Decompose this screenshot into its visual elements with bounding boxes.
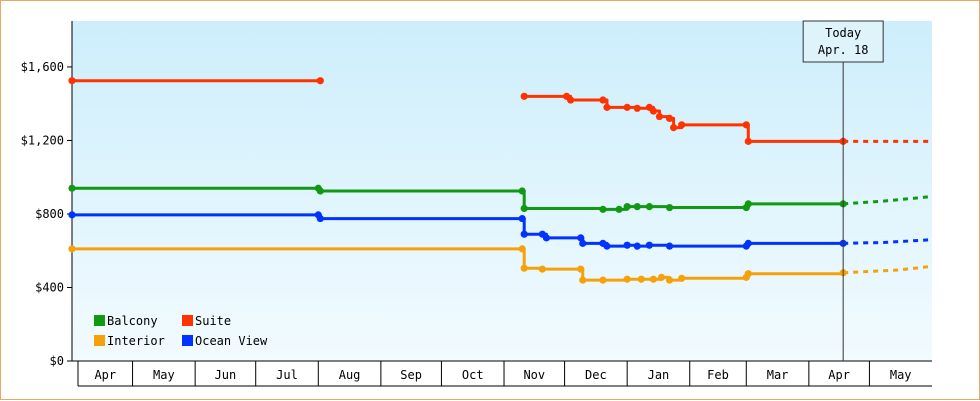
data-point-suite <box>68 77 76 85</box>
data-point-interior <box>68 245 76 253</box>
legend-swatch-suite <box>182 315 193 326</box>
month-label: Jun <box>215 368 237 382</box>
y-tick-label: $0 <box>50 354 64 368</box>
data-point-suite <box>633 104 641 112</box>
data-point-balcony <box>744 200 752 208</box>
month-label: Apr <box>94 368 116 382</box>
data-point-balcony <box>68 184 76 192</box>
legend-swatch-balcony <box>94 315 105 326</box>
data-point-ocean-view <box>316 214 324 223</box>
data-point-balcony <box>316 187 324 195</box>
y-tick-label: $1,200 <box>21 133 64 147</box>
data-point-ocean-view <box>603 242 611 250</box>
data-point-balcony <box>599 205 607 213</box>
data-point-ocean-view <box>542 234 551 242</box>
series-suite <box>68 77 932 145</box>
data-point-balcony <box>645 203 653 211</box>
month-label: Jan <box>648 368 670 382</box>
legend-swatch-ocean-view <box>182 335 193 346</box>
month-label: Mar <box>767 368 789 382</box>
data-point-interior <box>678 274 686 282</box>
data-point-ocean-view <box>520 230 528 238</box>
data-point-balcony <box>615 205 623 213</box>
month-label: Nov <box>523 368 545 382</box>
data-point-ocean-view <box>744 239 752 247</box>
data-point-ocean-view <box>645 241 653 249</box>
y-tick-label: $1,600 <box>21 60 64 74</box>
data-point-interior <box>577 265 585 273</box>
data-point-interior <box>744 270 752 278</box>
month-label: Dec <box>585 368 607 382</box>
data-point-suite <box>655 112 664 121</box>
today-label: Today <box>825 26 861 40</box>
month-label: Aug <box>339 368 361 382</box>
series-balcony <box>68 184 933 213</box>
series-line-balcony <box>70 186 845 211</box>
legend-label-balcony: Balcony <box>107 314 158 328</box>
forecast-line-interior <box>843 264 933 275</box>
data-point-suite <box>744 137 752 145</box>
data-point-balcony <box>518 187 526 195</box>
legend-label-suite: Suite <box>195 314 231 328</box>
data-point-suite <box>316 77 324 85</box>
data-point-ocean-view <box>518 214 526 223</box>
month-label: Sep <box>400 368 422 382</box>
data-point-balcony <box>623 203 631 211</box>
data-point-ocean-view <box>68 211 76 219</box>
data-point-interior <box>579 276 587 284</box>
legend-swatch-interior <box>94 335 105 346</box>
y-tick-label: $400 <box>35 280 64 294</box>
data-point-ocean-view <box>579 239 587 247</box>
data-point-suite <box>678 121 686 129</box>
forecast-line-balcony <box>843 195 933 206</box>
data-point-balcony <box>633 203 641 211</box>
data-point-balcony <box>665 203 674 212</box>
data-point-interior <box>657 273 666 281</box>
data-point-interior <box>623 275 631 283</box>
legend-label-interior: Interior <box>107 334 165 348</box>
data-point-interior <box>538 265 546 273</box>
data-point-interior <box>649 275 658 283</box>
data-point-suite <box>649 107 658 115</box>
legend-label-ocean-view: Ocean View <box>195 334 268 348</box>
data-point-suite <box>520 92 528 100</box>
forecast-line-ocean-view <box>843 238 933 245</box>
data-point-suite <box>599 96 607 104</box>
data-point-suite <box>567 96 575 104</box>
month-label: Feb <box>707 368 729 382</box>
data-point-interior <box>520 264 528 272</box>
month-label: May <box>153 368 175 382</box>
data-point-ocean-view <box>633 242 641 250</box>
data-point-ocean-view <box>577 234 585 242</box>
month-label: Apr <box>828 368 850 382</box>
month-label: Jul <box>276 368 298 382</box>
data-point-interior <box>599 276 607 284</box>
data-point-interior <box>518 245 526 253</box>
today-date: Apr. 18 <box>818 43 869 57</box>
data-point-suite <box>603 103 611 111</box>
data-point-suite <box>665 114 674 123</box>
data-point-suite <box>742 121 750 129</box>
data-point-interior <box>665 276 674 284</box>
y-tick-label: $800 <box>35 207 64 221</box>
data-point-suite <box>623 103 631 111</box>
data-point-balcony <box>520 204 528 213</box>
today-box <box>802 20 884 63</box>
month-label: May <box>890 368 912 382</box>
data-point-ocean-view <box>665 242 674 250</box>
data-point-interior <box>637 275 645 283</box>
data-point-suite <box>669 123 678 132</box>
data-point-ocean-view <box>623 241 631 249</box>
month-label: Oct <box>462 368 484 382</box>
